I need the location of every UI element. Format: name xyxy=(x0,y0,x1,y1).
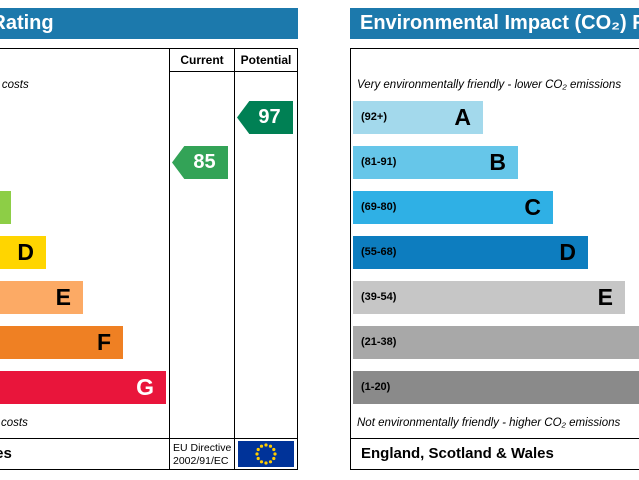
energy-band-e: E xyxy=(0,281,83,314)
band-range: (92+) xyxy=(361,111,387,123)
band-letter: F xyxy=(96,329,111,355)
energy-band-f: F xyxy=(0,326,123,359)
env-band-a: (92+) A xyxy=(353,101,483,134)
energy-band-d: D xyxy=(0,236,46,269)
eu-directive-label: EU Directive 2002/91/EC xyxy=(173,442,231,468)
band-range: (1-20) xyxy=(361,381,391,393)
energy-panel-header: Energy Efficiency Rating xyxy=(0,8,298,39)
env-band-g: (1-20) G xyxy=(353,371,639,404)
band-letter: E xyxy=(55,284,71,310)
footer-separator xyxy=(0,438,297,439)
env-band-e: (39-54) E xyxy=(353,281,625,314)
band-range: (69-80) xyxy=(361,201,397,213)
energy-band-g: G xyxy=(0,371,166,404)
env-band-d: (55-68) D xyxy=(353,236,588,269)
environmental-top-note: Very environmentally friendly - lower CO… xyxy=(357,79,622,91)
potential-column-header: Potential xyxy=(235,49,297,72)
energy-top-note: Very energy efficient - lower running co… xyxy=(0,79,29,91)
band-letter: A xyxy=(454,104,471,130)
band-letter: G xyxy=(136,374,154,400)
energy-bottom-note: Not energy efficient - higher running co… xyxy=(0,417,28,429)
column-divider xyxy=(234,49,235,469)
environmental-panel-header: Environmental Impact (CO₂) Rating xyxy=(350,8,639,39)
environmental-panel-table: Very environmentally friendly - lower CO… xyxy=(350,48,639,470)
band-letter: D xyxy=(559,239,576,265)
energy-efficiency-panel: Energy Efficiency Rating Current Potenti… xyxy=(0,8,298,470)
eu-directive-line1: EU Directive xyxy=(173,442,232,454)
region-label: England, Scotland & Wales xyxy=(361,445,554,462)
eu-directive-line2: 2002/91/EC xyxy=(173,455,229,467)
potential-rating-arrow: 97 xyxy=(237,101,293,134)
energy-panel-table: Current Potential Very energy efficient … xyxy=(0,48,298,470)
band-range: (39-54) xyxy=(361,291,397,303)
environmental-impact-panel: Environmental Impact (CO₂) Rating Very e… xyxy=(350,8,639,470)
band-letter: B xyxy=(489,149,506,175)
energy-band-c: C xyxy=(0,191,11,224)
band-range: (21-38) xyxy=(361,336,397,348)
eu-flag-stars xyxy=(255,443,277,465)
band-range: (81-91) xyxy=(361,156,397,168)
region-label: England, Scotland & Wales xyxy=(0,445,12,462)
environmental-bottom-note: Not environmentally friendly - higher CO… xyxy=(357,417,621,429)
eu-flag-icon xyxy=(238,441,294,467)
column-divider xyxy=(169,49,170,469)
env-band-f: (21-38) F xyxy=(353,326,639,359)
footer-separator xyxy=(351,438,639,439)
band-range: (55-68) xyxy=(361,246,397,258)
band-letter: D xyxy=(17,239,34,265)
current-rating-arrow: 85 xyxy=(172,146,228,179)
band-letter: C xyxy=(524,194,541,220)
current-column-header: Current xyxy=(170,49,234,72)
env-band-b: (81-91) B xyxy=(353,146,518,179)
band-letter: E xyxy=(597,284,613,310)
env-band-c: (69-80) C xyxy=(353,191,553,224)
